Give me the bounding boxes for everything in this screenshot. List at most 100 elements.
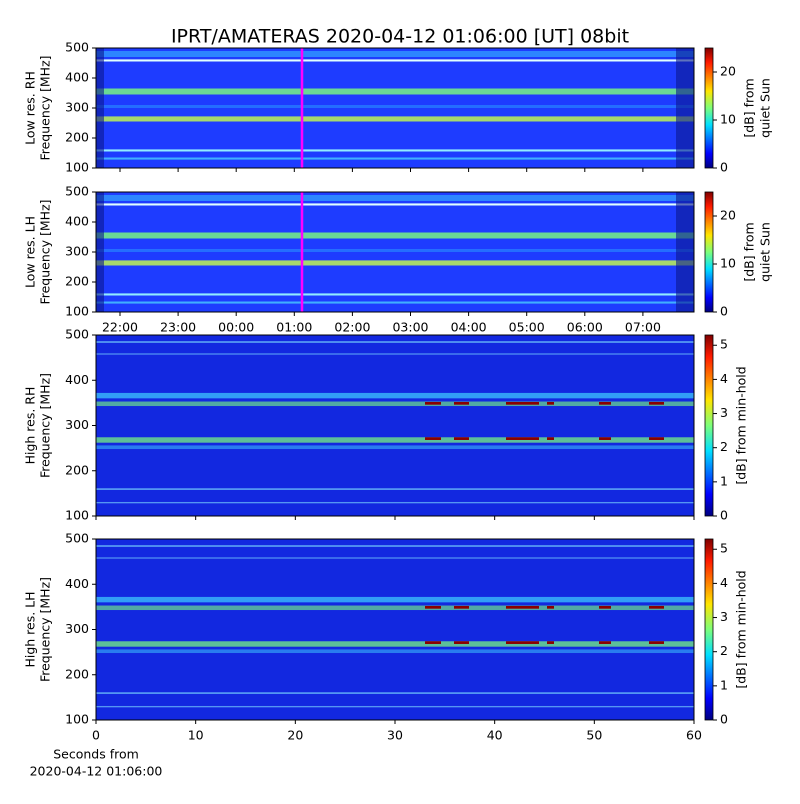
- x-tick-label: 02:00: [334, 320, 370, 335]
- x-tick-label: 03:00: [392, 320, 428, 335]
- spectrogram-band: [96, 488, 694, 490]
- colorbar-tick-label: 3: [720, 609, 728, 624]
- x-tick-label: 22:00: [102, 320, 138, 335]
- colorbar-tick-label: 0: [720, 304, 728, 319]
- spectrogram-band: [96, 88, 694, 95]
- spectrogram-burst: [425, 641, 441, 644]
- colorbar-tick-label: 10: [720, 256, 736, 271]
- spectrogram-band: [96, 605, 694, 611]
- spectrogram-burst: [649, 401, 664, 405]
- y-axis-label: Frequency [MHz]: [38, 55, 53, 160]
- y-tick-label: 300: [65, 100, 89, 115]
- colorbar-tick-label: 10: [720, 112, 736, 127]
- spectrogram-band: [96, 232, 694, 239]
- spectrogram-band: [96, 445, 694, 450]
- x-axis-label: 2020-04-12 01:06:00: [30, 764, 163, 779]
- x-tick-label: 06:00: [567, 320, 603, 335]
- y-axis-label: Frequency [MHz]: [38, 199, 53, 304]
- spectrogram-burst: [547, 437, 554, 440]
- spectrogram-band: [96, 301, 694, 304]
- spectrogram-band: [96, 401, 694, 407]
- y-tick-label: 100: [65, 304, 89, 319]
- colorbar-label: [dB] from: [742, 78, 757, 137]
- spectrogram-burst: [454, 437, 469, 440]
- spectrogram-burst: [649, 605, 664, 609]
- colorbar-label: quiet Sun: [758, 78, 773, 138]
- spectrogram-burst: [599, 605, 611, 609]
- spectrogram: [96, 335, 694, 516]
- x-axis-label: Seconds from: [53, 747, 139, 762]
- colorbar-tick-label: 0: [720, 712, 728, 727]
- y-tick-label: 400: [65, 372, 89, 387]
- spectrogram-edge: [676, 48, 694, 168]
- colorbar-tick-label: 2: [720, 439, 728, 454]
- y-tick-label: 100: [65, 508, 89, 523]
- spectrogram-burst: [454, 605, 469, 609]
- spectrogram-edge: [96, 48, 104, 168]
- x-tick-label: 00:00: [218, 320, 254, 335]
- y-tick-label: 100: [65, 712, 89, 727]
- spectrogram-band: [96, 260, 694, 266]
- x-tick-label: 30: [387, 728, 403, 743]
- colorbar-tick-label: 4: [720, 575, 728, 590]
- spectrogram-burst: [425, 401, 441, 405]
- spectrogram-band: [96, 195, 694, 201]
- spectrogram-band: [96, 705, 694, 708]
- spectrogram-burst: [454, 641, 469, 644]
- colorbar-tick-label: 2: [720, 643, 728, 658]
- spectrogram-burst: [649, 437, 664, 440]
- y-tick-label: 300: [65, 417, 89, 432]
- spectrogram-burst: [425, 437, 441, 440]
- spectrogram-burst: [506, 641, 539, 644]
- y-axis-label: Low res. LH: [23, 216, 38, 288]
- y-axis-label: Frequency [MHz]: [38, 577, 53, 682]
- spectrogram-band: [96, 149, 694, 152]
- y-tick-label: 300: [65, 244, 89, 259]
- spectrogram-band: [96, 51, 694, 57]
- colorbar-tick-label: 4: [720, 371, 728, 386]
- spectrogram-band: [96, 249, 694, 252]
- y-tick-label: 400: [65, 214, 89, 229]
- colorbar-label: [dB] from min-hold: [734, 570, 749, 688]
- y-axis-label: Low res. RH: [23, 71, 38, 145]
- y-tick-label: 500: [65, 40, 89, 55]
- y-axis-label: High res. RH: [23, 387, 38, 465]
- spectrogram-band: [96, 437, 694, 443]
- spectrogram-band: [96, 641, 694, 647]
- x-tick-label: 20: [287, 728, 303, 743]
- colorbar: [704, 191, 714, 313]
- spectrogram-burst: [599, 437, 611, 440]
- y-tick-label: 500: [65, 531, 89, 546]
- y-tick-label: 400: [65, 576, 89, 591]
- colorbar-tick-label: 1: [720, 473, 728, 488]
- spectrogram-band: [96, 157, 694, 160]
- x-tick-label: 23:00: [160, 320, 196, 335]
- y-tick-label: 400: [65, 70, 89, 85]
- x-tick-label: 10: [188, 728, 204, 743]
- spectrogram-burst: [506, 605, 539, 609]
- spectrogram-band: [96, 116, 694, 122]
- colorbar-tick-label: 20: [720, 208, 736, 223]
- y-tick-label: 300: [65, 621, 89, 636]
- colorbar-label: [dB] from: [742, 222, 757, 281]
- spectrogram-band: [96, 105, 694, 108]
- spectrogram-burst: [599, 641, 611, 644]
- chart-title: IPRT/AMATERAS 2020-04-12 01:06:00 [UT] 0…: [171, 26, 629, 48]
- spectrogram-burst: [547, 401, 554, 405]
- spectrogram-band: [96, 596, 694, 603]
- colorbar-tick-label: 20: [720, 64, 736, 79]
- spectrogram-band: [96, 59, 694, 62]
- spectrogram-band: [96, 203, 694, 206]
- colorbar-tick-label: 0: [720, 160, 728, 175]
- spectrogram-edge: [676, 192, 694, 312]
- spectrogram-band: [96, 293, 694, 296]
- x-tick-label: 01:00: [276, 320, 312, 335]
- y-tick-label: 100: [65, 160, 89, 175]
- spectrogram: [96, 539, 694, 720]
- spectrogram-band: [96, 692, 694, 694]
- x-tick-label: 40: [487, 728, 503, 743]
- spectrogram-band: [96, 557, 694, 559]
- spectrogram-burst: [506, 401, 539, 405]
- spectrogram-edge: [96, 192, 104, 312]
